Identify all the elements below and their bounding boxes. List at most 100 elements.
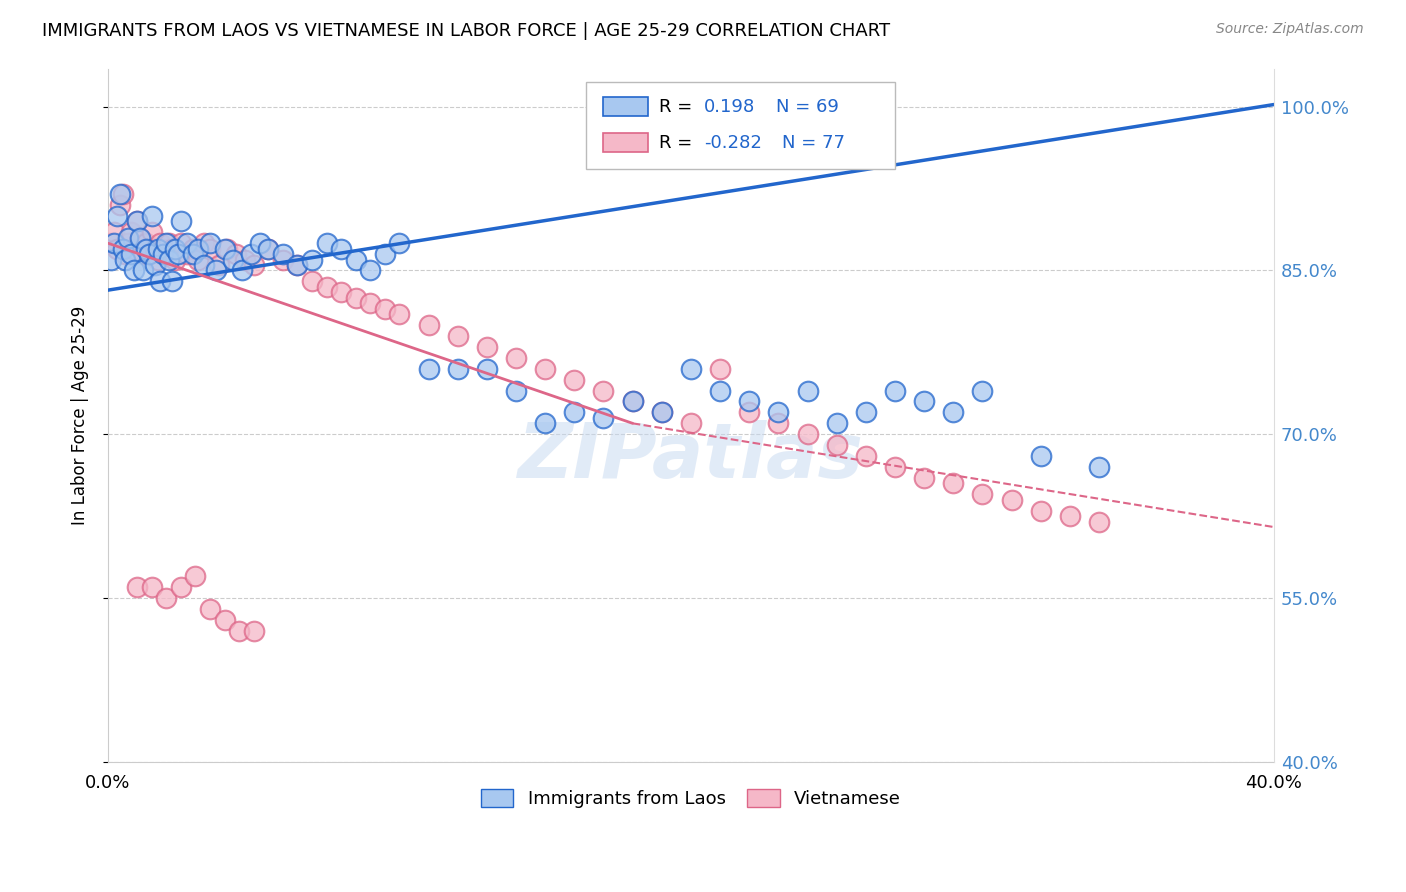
Point [198, 602, 221, 616]
Point [122, 242, 145, 256]
Point [242, 624, 264, 638]
Point [117, 231, 139, 245]
Point [855, 405, 877, 419]
Point [796, 427, 818, 442]
Point [679, 417, 702, 431]
Point [359, 296, 381, 310]
Point [825, 438, 848, 452]
Point [330, 285, 353, 300]
Point [330, 242, 353, 256]
Point [181, 247, 204, 261]
Point [193, 236, 215, 251]
Point [114, 247, 136, 261]
Point [149, 236, 172, 251]
Point [163, 252, 186, 267]
Point [198, 236, 221, 251]
Point [1000, 492, 1022, 507]
Point [187, 252, 209, 267]
Point [651, 405, 673, 419]
Point [942, 405, 965, 419]
Point [222, 252, 245, 267]
Point [105, 209, 128, 223]
Point [562, 373, 585, 387]
Point [418, 361, 440, 376]
Point [184, 569, 207, 583]
Point [155, 247, 177, 261]
Point [972, 384, 994, 398]
Point [108, 198, 131, 212]
Point [143, 242, 166, 256]
Point [149, 274, 172, 288]
Point [111, 242, 134, 256]
Point [146, 252, 169, 267]
Point [475, 361, 498, 376]
Point [1088, 460, 1111, 475]
Point [374, 301, 396, 316]
Point [108, 187, 131, 202]
Point [388, 236, 411, 251]
Point [117, 236, 139, 251]
Point [132, 247, 155, 261]
Point [100, 236, 122, 251]
Point [129, 231, 152, 245]
Point [105, 242, 128, 256]
Point [768, 417, 790, 431]
Point [301, 274, 323, 288]
Point [738, 405, 761, 419]
Point [138, 247, 160, 261]
Point [344, 291, 367, 305]
Point [103, 225, 125, 239]
Point [176, 236, 198, 251]
Point [217, 242, 239, 256]
Point [271, 247, 294, 261]
Y-axis label: In Labor Force | Age 25-29: In Labor Force | Age 25-29 [72, 306, 89, 524]
Text: 0.198: 0.198 [704, 97, 755, 116]
Point [709, 361, 731, 376]
Point [796, 384, 818, 398]
Point [157, 252, 180, 267]
Point [972, 487, 994, 501]
Point [1029, 504, 1052, 518]
Text: IMMIGRANTS FROM LAOS VS VIETNAMESE IN LABOR FORCE | AGE 25-29 CORRELATION CHART: IMMIGRANTS FROM LAOS VS VIETNAMESE IN LA… [42, 22, 890, 40]
Point [176, 247, 198, 261]
Point [135, 236, 157, 251]
Point [1029, 449, 1052, 463]
Point [447, 329, 470, 343]
Text: -0.282: -0.282 [704, 134, 762, 152]
Point [160, 274, 183, 288]
Point [132, 263, 155, 277]
Point [621, 394, 644, 409]
Point [170, 580, 193, 594]
Point [141, 209, 163, 223]
Point [160, 242, 183, 256]
Point [475, 340, 498, 354]
Point [912, 471, 935, 485]
Point [709, 384, 731, 398]
Point [170, 214, 193, 228]
Text: R =: R = [659, 97, 699, 116]
Point [418, 318, 440, 332]
Text: Source: ZipAtlas.com: Source: ZipAtlas.com [1216, 22, 1364, 37]
Point [447, 361, 470, 376]
Point [141, 225, 163, 239]
Point [228, 624, 250, 638]
Point [170, 236, 193, 251]
Point [205, 263, 228, 277]
Point [912, 394, 935, 409]
Point [155, 591, 177, 605]
Point [120, 225, 142, 239]
Point [768, 405, 790, 419]
Point [138, 247, 160, 261]
FancyBboxPatch shape [603, 97, 648, 116]
Point [181, 242, 204, 256]
Point [127, 214, 149, 228]
Point [155, 236, 177, 251]
Point [388, 307, 411, 321]
Point [214, 242, 236, 256]
Point [249, 236, 271, 251]
Point [621, 394, 644, 409]
Point [1059, 509, 1081, 524]
Point [122, 263, 145, 277]
Point [315, 280, 337, 294]
Point [127, 214, 149, 228]
